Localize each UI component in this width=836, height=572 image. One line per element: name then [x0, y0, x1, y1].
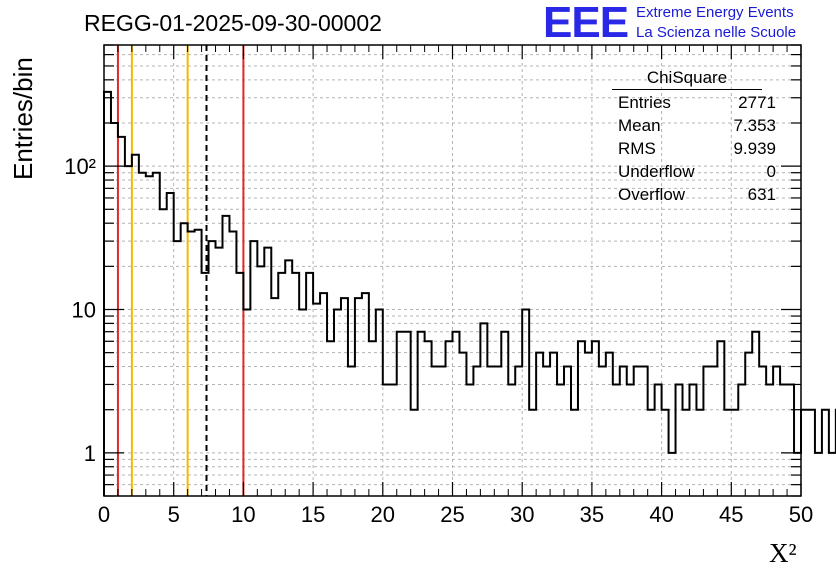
- x-axis-label: X²: [769, 538, 797, 568]
- x-tick-label: 25: [440, 502, 464, 527]
- y-tick-label: 1: [84, 441, 96, 466]
- x-tick-label: 0: [98, 502, 110, 527]
- stats-value: 9.939: [733, 138, 776, 158]
- x-tick-label: 5: [168, 502, 180, 527]
- logo-line-2: La Scienza nelle Scuole: [636, 24, 797, 41]
- stats-value: 7.353: [733, 115, 776, 135]
- x-tick-label: 10: [231, 502, 255, 527]
- stats-header: ChiSquare: [612, 68, 762, 90]
- y-axis-label: Entries/bin: [8, 57, 38, 180]
- stats-label: Underflow: [618, 161, 695, 181]
- reference-lines: [116, 45, 245, 496]
- x-tick-label: 50: [789, 502, 813, 527]
- stats-value: 631: [747, 184, 776, 204]
- x-tick-label: 35: [580, 502, 604, 527]
- stats-row-entries: Entries 2771: [612, 91, 776, 114]
- stats-label: Overflow: [618, 184, 686, 204]
- stats-label: Mean: [618, 115, 661, 135]
- eee-logo: EEE: [543, 0, 629, 47]
- y-tick-label: 10²: [64, 154, 96, 179]
- stats-row-mean: Mean 7.353: [612, 114, 776, 137]
- stats-box: ChiSquare Entries 2771 Mean 7.353 RMS 9.…: [612, 68, 778, 206]
- stats-row-overflow: Overflow 631: [612, 183, 776, 206]
- logo-line-1: Extreme Energy Events: [636, 4, 794, 21]
- stats-value: 0: [766, 161, 776, 181]
- chart-title: REGG-01-2025-09-30-00002: [84, 10, 382, 36]
- x-tick-label: 45: [719, 502, 743, 527]
- grid-lines: [104, 44, 801, 497]
- x-tick-label: 40: [649, 502, 673, 527]
- y-tick-label: 10: [72, 297, 96, 322]
- stats-label: Entries: [618, 92, 671, 112]
- stats-value: 2771: [738, 92, 776, 112]
- x-tick-label: 20: [371, 502, 395, 527]
- tick-labels: 0 5 10 15 20 25 30 35 40 45 50 1 10 10²: [64, 154, 813, 527]
- stats-row-underflow: Underflow 0: [612, 160, 776, 183]
- x-tick-label: 30: [510, 502, 534, 527]
- stats-label: RMS: [618, 138, 656, 158]
- x-tick-label: 15: [301, 502, 325, 527]
- stats-row-rms: RMS 9.939: [612, 137, 776, 160]
- axis-ticks: [103, 44, 802, 497]
